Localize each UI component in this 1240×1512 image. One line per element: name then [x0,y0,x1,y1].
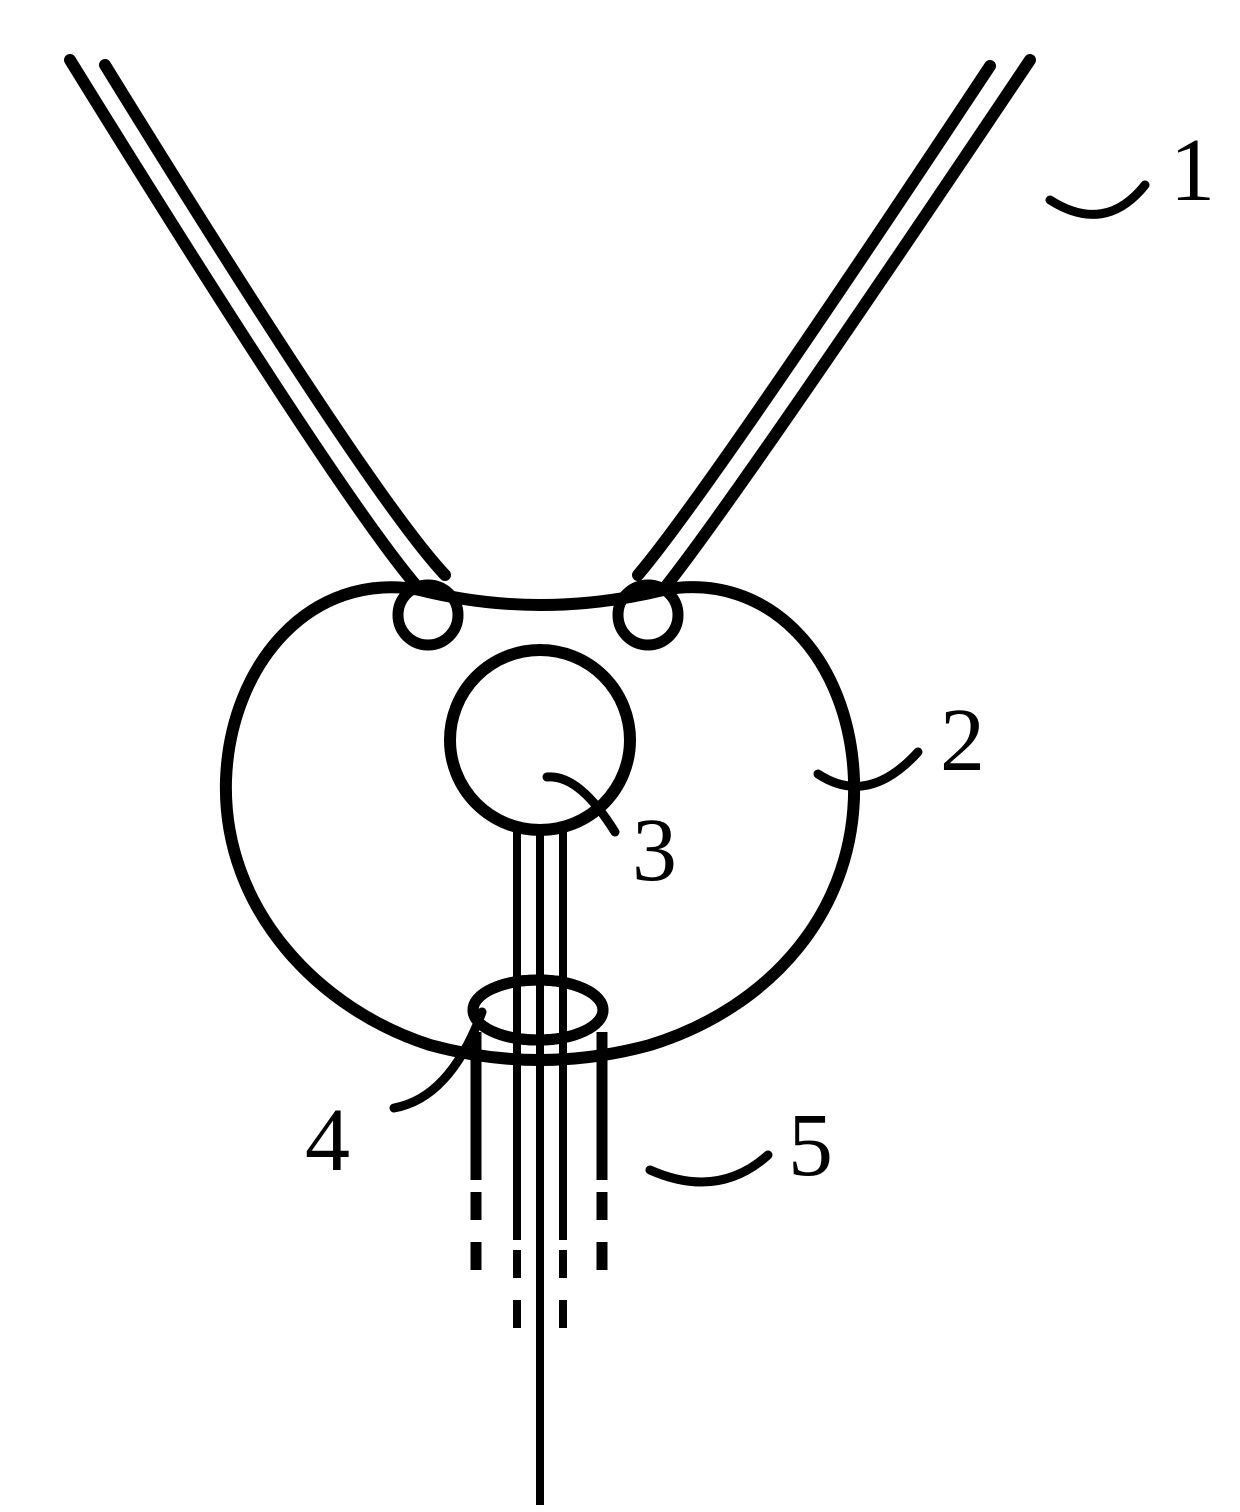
bladder-arc-right-outer [663,60,1030,590]
bladder-arc-left-outer [70,60,420,590]
technical-diagram: 1 2 3 4 5 [0,0,1240,1512]
callout-3-label: 3 [632,801,677,900]
callout-4: 4 [305,1012,482,1190]
callout-1: 1 [1050,121,1215,220]
callout-5-label: 5 [788,1096,833,1195]
callout-4-label: 4 [305,1091,350,1190]
bladder-arc-left-inner [105,65,445,575]
bladder-arc [70,60,1030,590]
callouts: 1 2 3 4 5 [305,121,1215,1195]
catheter-shaft [517,830,563,1505]
balloon-circle [450,650,630,830]
callout-5: 5 [650,1096,833,1195]
callout-1-label: 1 [1170,121,1215,220]
callout-2-label: 2 [940,691,985,790]
bladder-arc-right-inner [638,66,990,575]
